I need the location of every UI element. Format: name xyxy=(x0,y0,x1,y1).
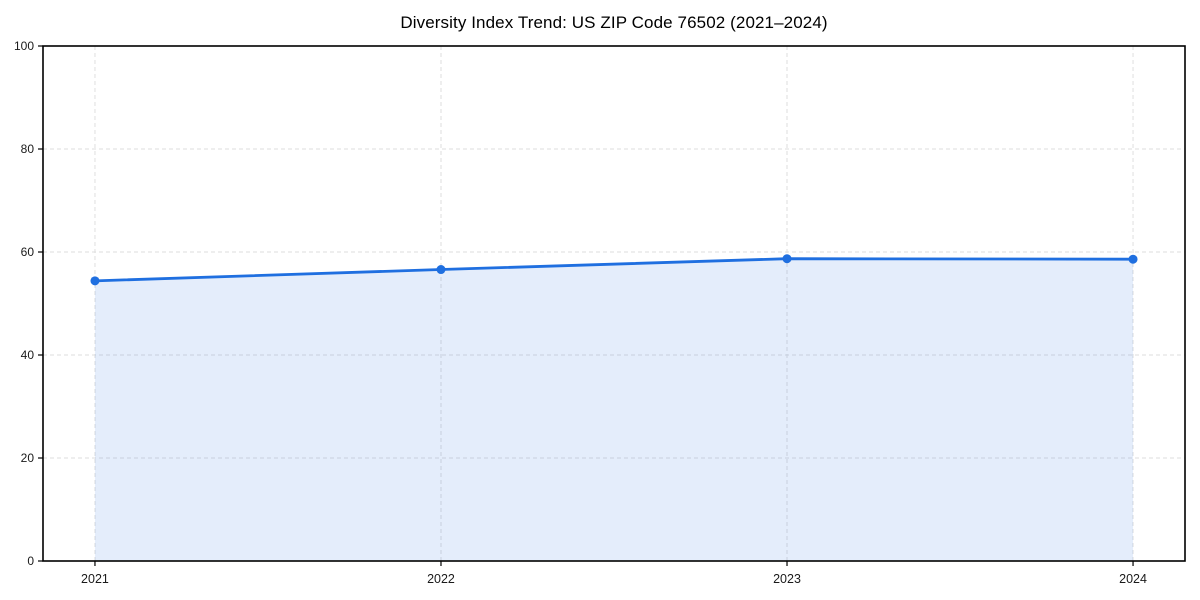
y-tick-label: 80 xyxy=(21,142,35,156)
x-tick-label: 2024 xyxy=(1119,572,1147,586)
data-point xyxy=(90,276,100,286)
y-tick-label: 40 xyxy=(21,348,35,362)
x-tick-label: 2022 xyxy=(427,572,455,586)
y-tick-label: 100 xyxy=(14,39,34,53)
y-tick-label: 20 xyxy=(21,451,35,465)
area-fill xyxy=(94,258,1134,561)
y-tick-label: 60 xyxy=(21,245,35,259)
axes-frame xyxy=(42,45,1186,562)
x-tick-label: 2021 xyxy=(81,572,109,586)
x-tick-label: 2023 xyxy=(773,572,801,586)
trend-line xyxy=(93,257,1135,283)
chart-title: Diversity Index Trend: US ZIP Code 76502… xyxy=(400,13,828,32)
data-point xyxy=(782,254,792,264)
data-point xyxy=(1128,254,1138,264)
y-tick-label: 0 xyxy=(27,554,34,568)
data-point xyxy=(436,265,446,275)
